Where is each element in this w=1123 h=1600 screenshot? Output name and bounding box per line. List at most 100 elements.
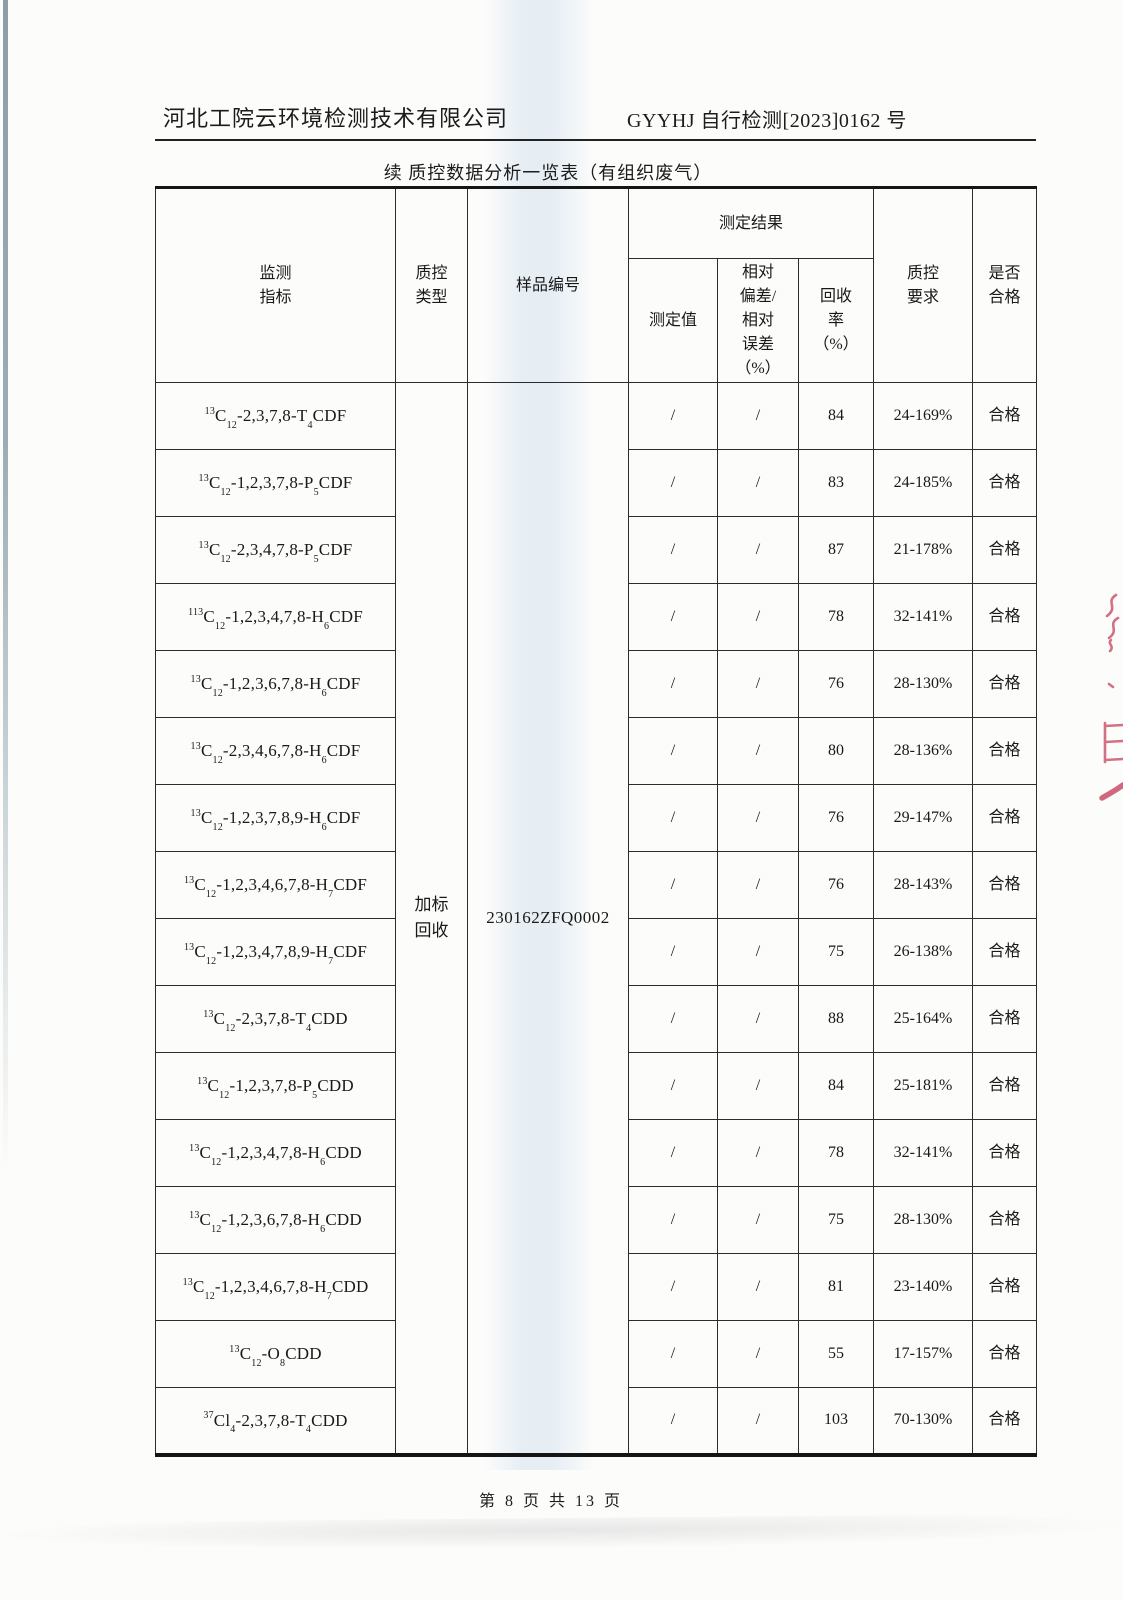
qualified-cell: 合格 <box>972 918 1037 986</box>
indicator-cell: 13C12-1,2,3,7,8-P5CDF <box>155 449 396 517</box>
measured-cell: / <box>628 583 718 651</box>
recovery-cell: 84 <box>798 382 874 450</box>
recovery-cell: 55 <box>798 1320 874 1388</box>
qc-req-cell: 24-169% <box>873 382 973 450</box>
rel-dev-cell: / <box>717 449 799 517</box>
indicator-cell: 13C12-1,2,3,4,7,8-H6CDD <box>155 1119 396 1187</box>
qc-req-cell: 28-136% <box>873 717 973 785</box>
col-header-qualified: 是否 合格 <box>972 187 1037 383</box>
measured-cell: / <box>628 650 718 718</box>
rel-dev-cell: / <box>717 918 799 986</box>
qualified-cell: 合格 <box>972 851 1037 919</box>
indicator-cell: 13C12-2,3,4,7,8-P5CDF <box>155 516 396 584</box>
qc-req-cell: 24-185% <box>873 449 973 517</box>
indicator-cell: 13C12-2,3,4,6,7,8-H6CDF <box>155 717 396 785</box>
col-header-measured: 测定值 <box>628 258 718 383</box>
table-row: 13C12-2,3,7,8-T4CDF 加标 回收 230162ZFQ0002//8… <box>155 382 1037 1455</box>
measured-cell: / <box>628 1052 718 1120</box>
recovery-cell: 87 <box>798 516 874 584</box>
qc-type-cell: 加标 回收 <box>395 382 468 1455</box>
qc-req-cell: 32-141% <box>873 583 973 651</box>
table-row: 13C12-1,2,3,7,8,9-H6CDF //76 29-147% 合格 <box>155 784 1037 852</box>
col-header-rel-dev: 相对 偏差/ 相对 误差 （%） <box>717 258 799 383</box>
recovery-cell: 88 <box>798 985 874 1053</box>
recovery-cell: 83 <box>798 449 874 517</box>
qualified-cell: 合格 <box>972 1119 1037 1187</box>
table-row: 13C12-1,2,3,4,7,8,9-H7CDF //75 26-138% 合格 <box>155 918 1037 986</box>
table-row: 113C12-1,2,3,4,7,8-H6CDF //78 32-141% 合格 <box>155 583 1037 651</box>
table-row: 13C12-1,2,3,6,7,8-H6CDD //75 28-130% 合格 <box>155 1186 1037 1254</box>
rel-dev-cell: / <box>717 851 799 919</box>
indicator-cell: 13C12-2,3,7,8-T4CDF <box>155 382 396 450</box>
qualified-cell: 合格 <box>972 449 1037 517</box>
qualified-cell: 合格 <box>972 985 1037 1053</box>
indicator-cell: 13C12-1,2,3,7,8-P5CDD <box>155 1052 396 1120</box>
recovery-cell: 78 <box>798 1119 874 1187</box>
table-row: 13C12-1,2,3,7,8-P5CDF //83 24-185% 合格 <box>155 449 1037 517</box>
page-number: 第 8 页 共 13 页 <box>478 1493 623 1510</box>
indicator-cell: 13C12-1,2,3,6,7,8-H6CDF <box>155 650 396 718</box>
rel-dev-cell: / <box>717 1186 799 1254</box>
qualified-cell: 合格 <box>972 717 1037 785</box>
table-row: 13C12-2,3,4,6,7,8-H6CDF //80 28-136% 合格 <box>155 717 1037 785</box>
qc-req-cell: 26-138% <box>873 918 973 986</box>
document-title: 续 质控数据分析一览表（有组织废气） <box>383 163 713 183</box>
indicator-cell: 13C12-1,2,3,4,6,7,8-H7CDF <box>155 851 396 919</box>
header-rule <box>155 139 1036 141</box>
qc-req-cell: 17-157% <box>873 1320 973 1388</box>
indicator-cell: 13C12-1,2,3,6,7,8-H6CDD <box>155 1186 396 1254</box>
indicator-cell: 13C12-1,2,3,7,8,9-H6CDF <box>155 784 396 852</box>
indicator-cell: 37Cl4-2,3,7,8-T4CDD <box>155 1387 396 1455</box>
table-row: 13C12-2,3,7,8-T4CDD //88 25-164% 合格 <box>155 985 1037 1053</box>
rel-dev-cell: / <box>717 650 799 718</box>
measured-cell: / <box>628 516 718 584</box>
measured-cell: / <box>628 1320 718 1388</box>
rel-dev-cell: / <box>717 717 799 785</box>
recovery-cell: 80 <box>798 717 874 785</box>
table-row: 13C12-1,2,3,4,6,7,8-H7CDD //81 23-140% 合格 <box>155 1253 1037 1321</box>
col-header-sample-no: 样品编号 <box>467 187 629 383</box>
indicator-cell: 113C12-1,2,3,4,7,8-H6CDF <box>155 583 396 651</box>
recovery-cell: 76 <box>798 851 874 919</box>
red-pen-annotation-marks <box>1099 593 1123 801</box>
recovery-cell: 75 <box>798 1186 874 1254</box>
measured-cell: / <box>628 382 718 450</box>
measured-cell: / <box>628 449 718 517</box>
page-left-edge-shadow <box>3 0 8 1170</box>
rel-dev-cell: / <box>717 1119 799 1187</box>
rel-dev-cell: / <box>717 1320 799 1388</box>
rel-dev-cell: / <box>717 1052 799 1120</box>
sample-no-cell: 230162ZFQ0002 <box>467 382 629 1455</box>
qc-req-cell: 70-130% <box>873 1387 973 1455</box>
qc-table-body: 13C12-2,3,7,8-T4CDF 加标 回收 230162ZFQ0002//8… <box>155 382 1037 1455</box>
qc-req-cell: 29-147% <box>873 784 973 852</box>
qualified-cell: 合格 <box>972 1052 1037 1120</box>
indicator-cell: 13C12-O8CDD <box>155 1320 396 1388</box>
recovery-cell: 76 <box>798 650 874 718</box>
col-header-qc-req: 质控 要求 <box>873 187 973 383</box>
recovery-cell: 103 <box>798 1387 874 1455</box>
col-header-result-group: 测定结果 <box>628 187 874 259</box>
measured-cell: / <box>628 1186 718 1254</box>
col-header-qc-type: 质控 类型 <box>395 187 468 383</box>
rel-dev-cell: / <box>717 382 799 450</box>
table-row: 13C12-1,2,3,4,6,7,8-H7CDF //76 28-143% 合格 <box>155 851 1037 919</box>
recovery-cell: 78 <box>798 583 874 651</box>
col-header-indicator: 监测 指标 <box>155 187 396 383</box>
qc-req-cell: 21-178% <box>873 516 973 584</box>
rel-dev-cell: / <box>717 516 799 584</box>
recovery-cell: 84 <box>798 1052 874 1120</box>
table-row: 13C12-1,2,3,7,8-P5CDD //84 25-181% 合格 <box>155 1052 1037 1120</box>
rel-dev-cell: / <box>717 784 799 852</box>
measured-cell: / <box>628 1253 718 1321</box>
indicator-cell: 13C12-1,2,3,4,6,7,8-H7CDD <box>155 1253 396 1321</box>
measured-cell: / <box>628 1387 718 1455</box>
qc-req-cell: 25-164% <box>873 985 973 1053</box>
rel-dev-cell: / <box>717 985 799 1053</box>
recovery-cell: 76 <box>798 784 874 852</box>
qualified-cell: 合格 <box>972 1186 1037 1254</box>
qc-req-cell: 23-140% <box>873 1253 973 1321</box>
col-header-recovery: 回收 率 （%） <box>798 258 874 383</box>
qualified-cell: 合格 <box>972 1253 1037 1321</box>
